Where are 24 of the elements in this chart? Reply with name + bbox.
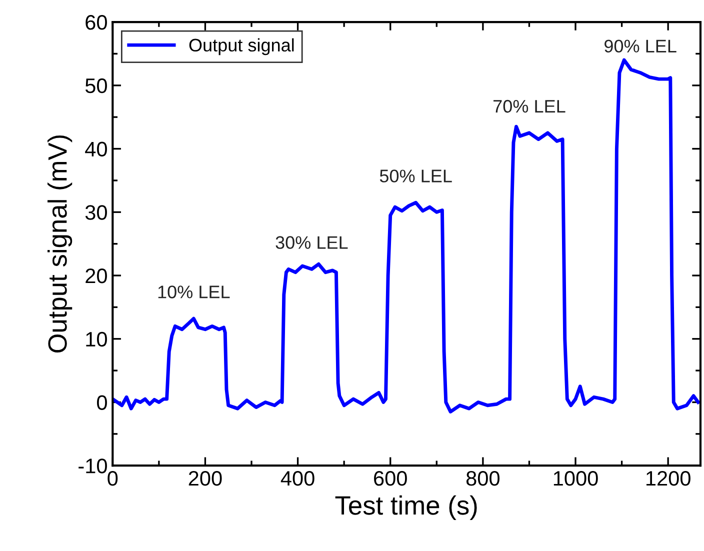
x-tick-label: 600	[374, 471, 407, 486]
annotation: 70% LEL	[494, 100, 566, 113]
x-tick-label: 1200	[646, 471, 690, 486]
legend-label: Output signal	[189, 38, 294, 56]
annotation: 50% LEL	[380, 170, 452, 182]
x-axis-title: Test time (s)	[335, 495, 477, 520]
y-tick-label: 60	[86, 15, 107, 30]
x-tick-label: 400	[280, 471, 314, 486]
y-tick-label: -10	[78, 458, 107, 474]
line-series	[112, 58, 700, 414]
annotation: 10% LEL	[158, 286, 230, 298]
x-tick-label: 200	[188, 471, 222, 486]
y-tick-label: 20	[86, 268, 107, 284]
y-tick-label: 40	[85, 142, 107, 157]
y-tick-label: 10	[86, 332, 107, 347]
x-tick-label: 0	[108, 471, 118, 486]
y-axis-title: Output signal (mV)	[48, 135, 72, 353]
y-tick-label: 50	[85, 78, 107, 94]
y-tick-label: 30	[85, 205, 107, 220]
y-tick-label: 0	[97, 395, 107, 410]
annotation: 30% LEL	[276, 236, 348, 249]
annotation: 90% LEL	[604, 40, 676, 52]
x-tick-label: 800	[466, 471, 500, 486]
x-tick-label: 1000	[554, 471, 598, 486]
